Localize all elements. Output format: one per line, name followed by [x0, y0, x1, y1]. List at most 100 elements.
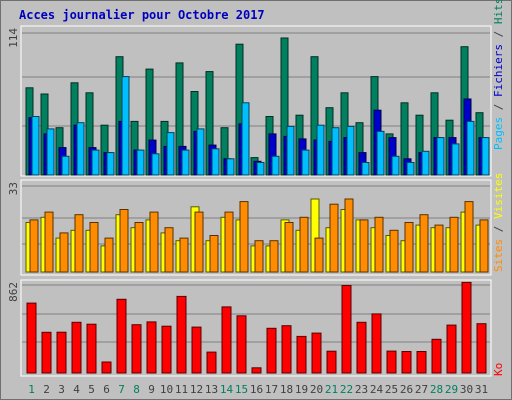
bar-sites-day-14 — [224, 211, 234, 273]
x-tick-label: 7 — [118, 383, 125, 396]
x-tick-label: 14 — [220, 383, 234, 396]
bar-sites-day-12 — [194, 211, 204, 273]
legend-entry-sites: Sites — [492, 239, 505, 272]
bar-sites-day-9 — [149, 211, 159, 273]
bar-pages-day-13 — [211, 148, 220, 176]
legend-hits-panel: Pages / Fichiers / Hits — [492, 0, 505, 150]
bar-ko-day-3 — [56, 331, 67, 374]
bar-ko-day-21 — [326, 350, 337, 374]
x-tick-label: 28 — [430, 383, 443, 396]
panel-frames — [20, 25, 492, 377]
legend-ko-panel: Ko — [492, 363, 505, 376]
x-tick-label: 8 — [133, 383, 140, 396]
bar-pages-day-25 — [391, 155, 400, 176]
bar-ko-day-12 — [191, 326, 202, 374]
bar-pages-day-15 — [241, 102, 250, 176]
bar-sites-day-20 — [314, 237, 324, 273]
bar-ko-day-13 — [206, 351, 217, 374]
panel-max-label-visits: 33 — [7, 182, 20, 195]
bar-sites-day-23 — [359, 219, 369, 273]
bar-sites-day-15 — [239, 201, 249, 273]
bar-sites-day-4 — [74, 214, 84, 273]
legend-visits-panel: Sites / Visites — [492, 173, 505, 272]
x-tick-label: 2 — [43, 383, 50, 396]
bar-pages-day-10 — [166, 132, 175, 176]
bar-pages-day-24 — [376, 130, 385, 176]
legend-entry-ko: Ko — [492, 363, 505, 376]
bar-ko-day-11 — [176, 295, 187, 374]
bar-sites-day-5 — [89, 222, 99, 273]
bar-ko-day-22 — [341, 285, 352, 374]
bar-sites-day-28 — [434, 224, 444, 273]
bar-pages-day-21 — [331, 127, 340, 176]
x-tick-label: 13 — [205, 383, 218, 396]
bar-pages-day-12 — [196, 128, 205, 176]
bar-ko-day-20 — [311, 332, 322, 374]
x-tick-label: 3 — [58, 383, 65, 396]
bar-pages-day-29 — [451, 143, 460, 176]
bar-pages-day-8 — [136, 149, 145, 176]
x-tick-label: 1 — [28, 383, 35, 396]
bar-ko-day-23 — [356, 321, 367, 374]
bar-pages-day-26 — [406, 162, 415, 176]
bar-pages-day-1 — [31, 116, 40, 176]
x-tick-label: 23 — [355, 383, 368, 396]
bar-ko-day-18 — [281, 325, 292, 374]
bar-sites-day-19 — [299, 216, 309, 273]
x-tick-label: 25 — [385, 383, 398, 396]
bar-ko-day-28 — [431, 338, 442, 374]
plot-layer — [22, 32, 490, 374]
bar-pages-day-28 — [436, 137, 445, 176]
x-tick-label: 6 — [103, 383, 110, 396]
bar-sites-day-11 — [179, 237, 189, 273]
x-tick-label: 31 — [475, 383, 488, 396]
bar-sites-day-2 — [44, 211, 54, 273]
bar-sites-day-18 — [284, 222, 294, 273]
bar-pages-day-31 — [481, 137, 490, 176]
bar-pages-day-30 — [466, 120, 475, 176]
bar-ko-day-15 — [236, 315, 247, 374]
bar-ko-day-7 — [116, 298, 127, 374]
bar-ko-day-8 — [131, 324, 142, 374]
bar-ko-day-16 — [251, 367, 262, 374]
bar-pages-day-5 — [91, 149, 100, 176]
x-tick-label: 30 — [460, 383, 473, 396]
bar-ko-day-4 — [71, 321, 82, 374]
bar-ko-day-19 — [296, 335, 307, 374]
legend-entry-pages: Pages — [492, 117, 505, 150]
legend-entry-hits: Hits — [492, 0, 505, 24]
bar-ko-day-9 — [146, 321, 157, 374]
bar-ko-day-6 — [101, 361, 112, 374]
x-tick-label: 22 — [340, 383, 353, 396]
legend-separator: / — [492, 97, 505, 117]
bar-pages-day-4 — [76, 122, 85, 176]
bar-pages-day-7 — [121, 76, 130, 176]
bar-ko-day-30 — [461, 281, 472, 374]
bar-sites-day-16 — [254, 240, 264, 273]
x-tick-label: 5 — [88, 383, 95, 396]
bar-sites-day-3 — [59, 232, 69, 273]
bar-ko-day-17 — [266, 327, 277, 374]
bar-ko-day-29 — [446, 324, 457, 374]
bar-pages-day-16 — [256, 162, 265, 176]
bar-sites-day-27 — [419, 214, 429, 273]
x-axis-labels: 1 2 3 4 5 6 7 8 9 10 11 12 13 14 15 16 17 18 19 20 21 22 23 24 2… — [28, 383, 488, 396]
x-tick-label: 26 — [400, 383, 413, 396]
bar-ko-day-2 — [41, 331, 52, 374]
bar-ko-day-24 — [371, 313, 382, 374]
x-tick-label: 9 — [148, 383, 155, 396]
bar-pages-day-2 — [46, 128, 55, 176]
bar-sites-day-22 — [344, 198, 354, 273]
bar-pages-day-27 — [421, 150, 430, 176]
x-tick-label: 16 — [250, 383, 263, 396]
legend-separator: / — [492, 24, 505, 44]
bar-ko-day-27 — [416, 351, 427, 374]
bar-sites-day-17 — [269, 240, 279, 273]
panel-frame-ko — [20, 279, 492, 377]
legend-entry-fichiers: Fichiers — [492, 44, 505, 97]
bar-ko-day-14 — [221, 306, 232, 374]
x-tick-label: 12 — [190, 383, 203, 396]
x-tick-label: 15 — [235, 383, 248, 396]
bar-pages-day-20 — [316, 124, 325, 176]
x-tick-label: 29 — [445, 383, 458, 396]
